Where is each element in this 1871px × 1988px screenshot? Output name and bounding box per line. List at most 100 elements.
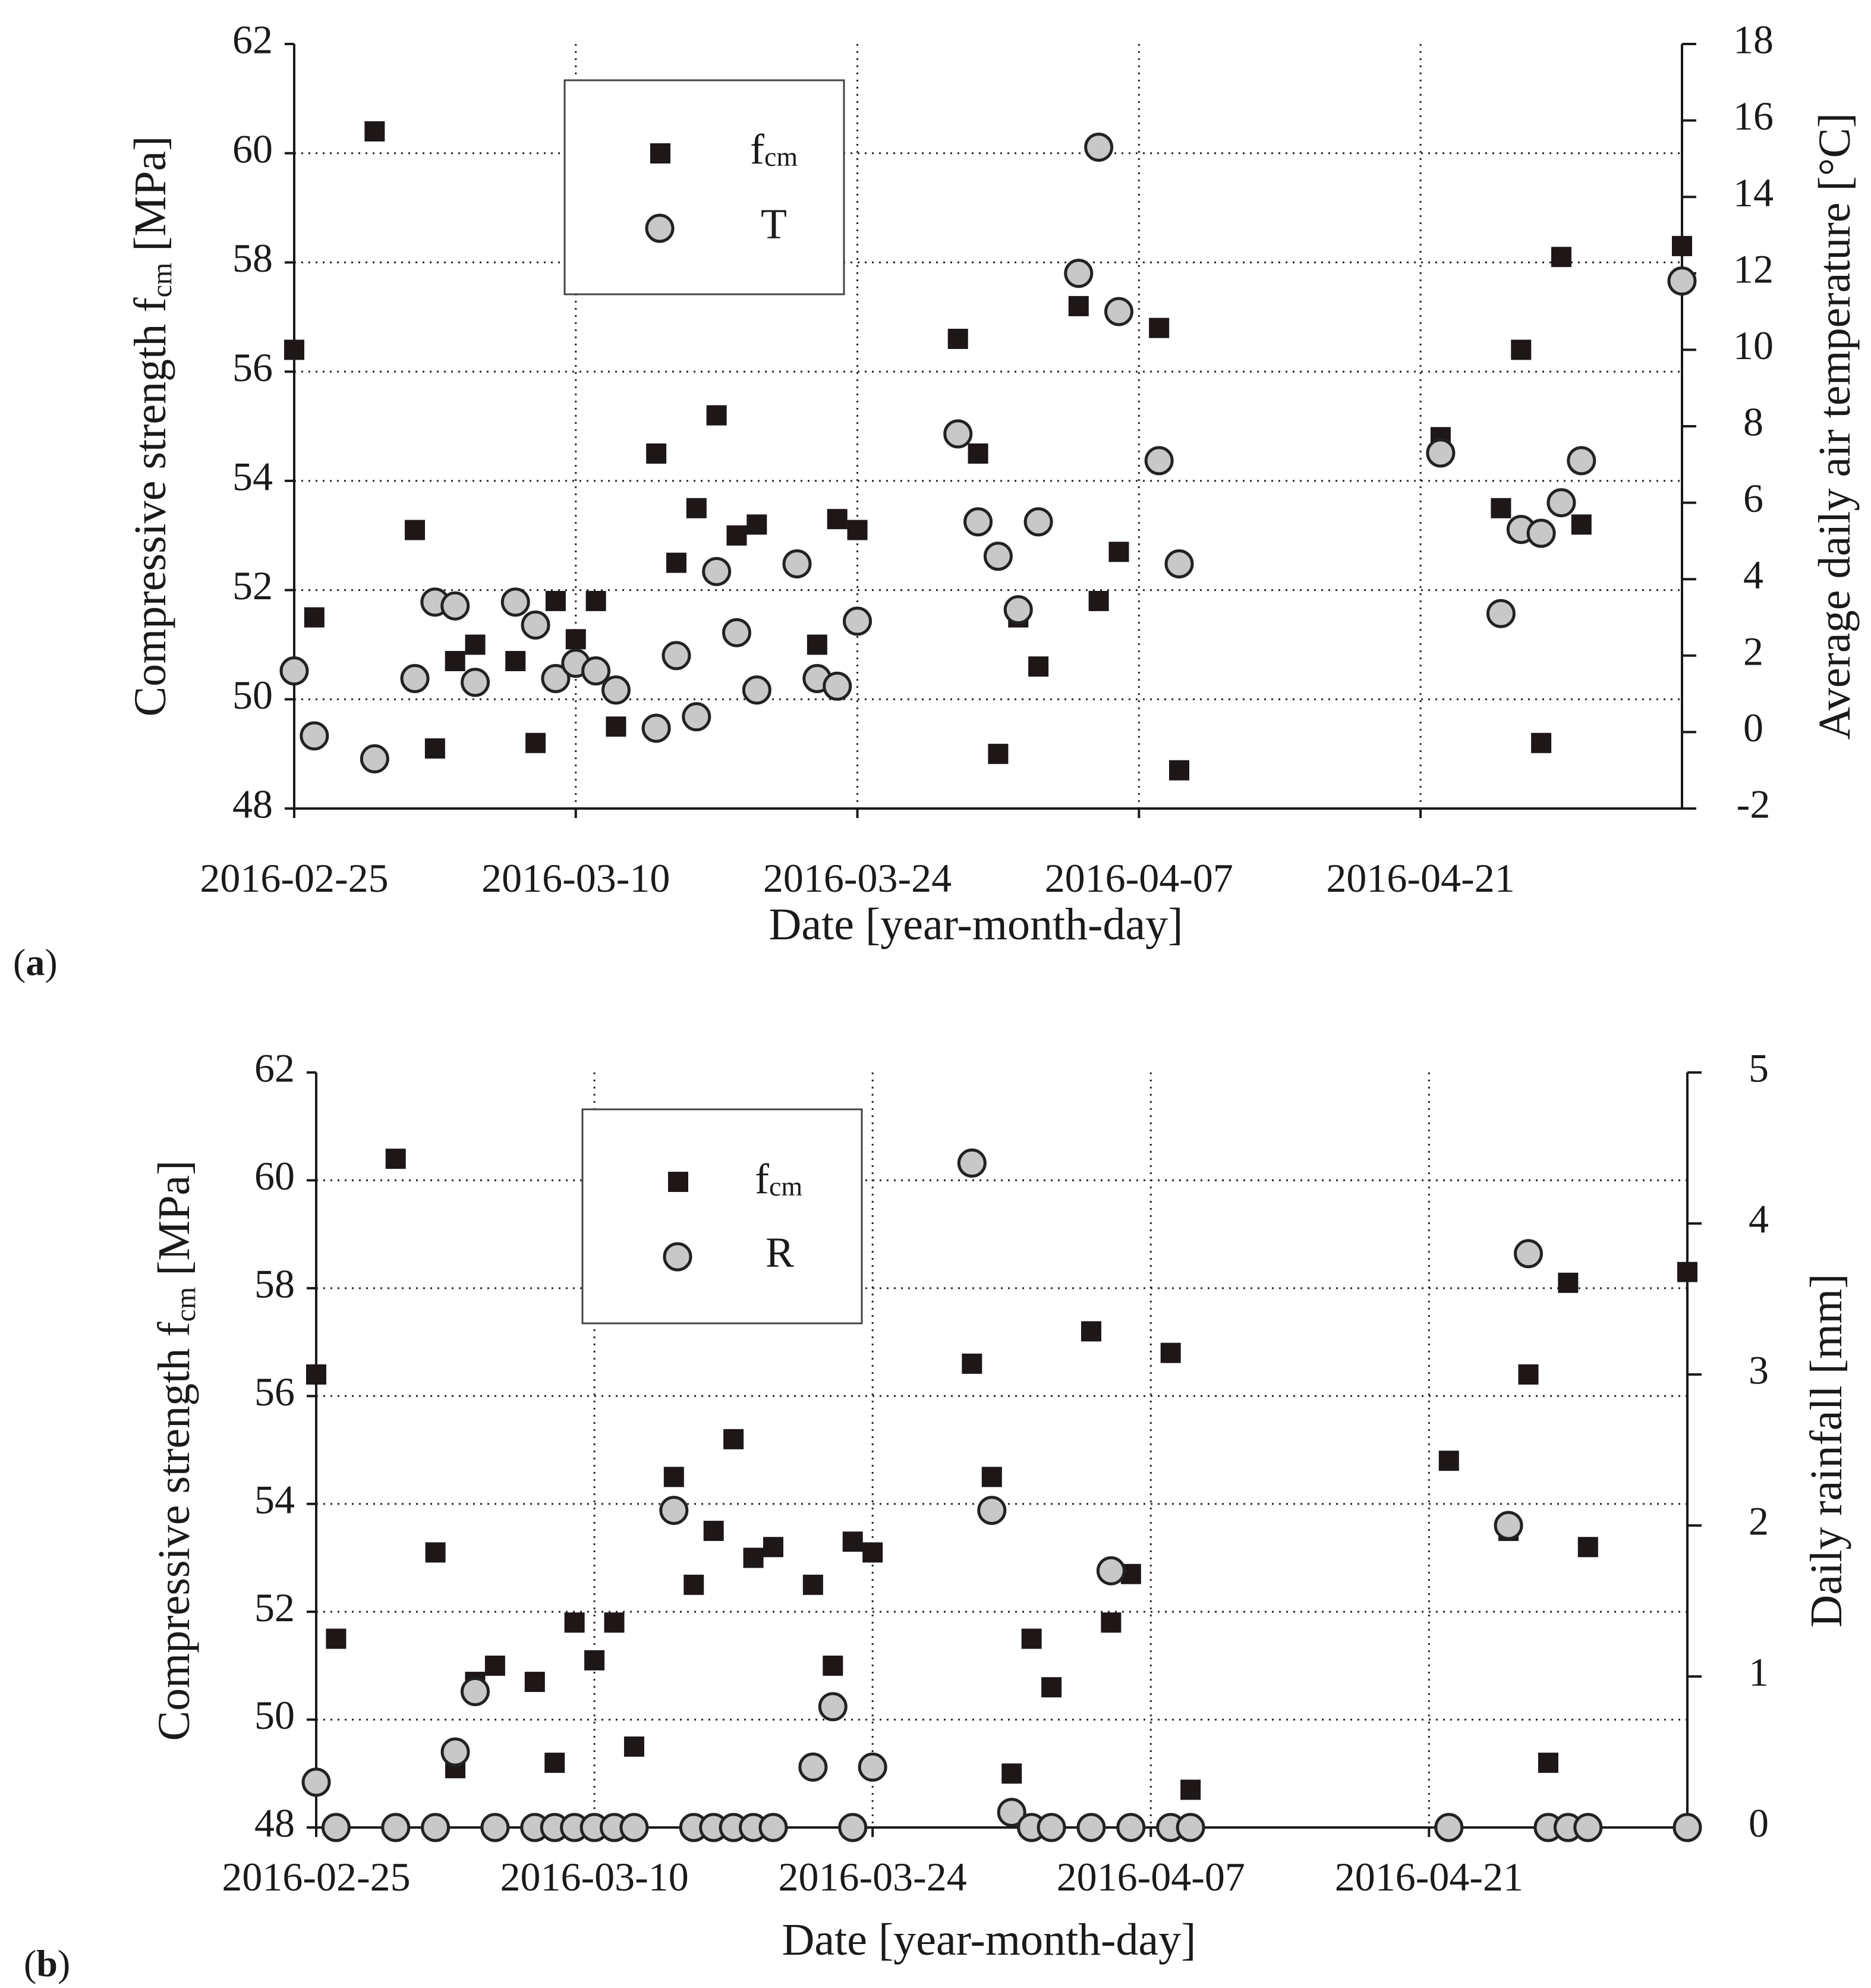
panel-b-fcm-point <box>703 1521 724 1542</box>
panel-b-fcm-point <box>1538 1753 1558 1773</box>
panel-a-fcm-point <box>565 629 586 650</box>
panel-b-x-tick-label: 2016-04-21 <box>1335 1854 1523 1899</box>
panel-b-r-point <box>997 1798 1026 1827</box>
panel-b-fcm-point <box>763 1537 783 1558</box>
panel-b-fcm-point <box>1101 1612 1122 1633</box>
panel-a-t-point <box>943 419 973 449</box>
panel-a-left-tick-label: 60 <box>232 126 273 171</box>
panel-a-fcm-point <box>445 650 465 671</box>
panel-b-fcm-point <box>1081 1321 1101 1342</box>
panel-a-legend-fcm-sub: cm <box>764 141 798 172</box>
panel-a-fcm-point <box>424 738 445 759</box>
panel-a-data-points <box>279 121 1697 781</box>
panel-a-t-point <box>440 591 470 621</box>
panel-a-t-point <box>1486 599 1516 628</box>
panel-b-fcm-point <box>981 1467 1002 1487</box>
panel-b-right-tick-label: 5 <box>1749 1046 1769 1091</box>
panel-a-fcm-point <box>666 552 686 573</box>
panel-b-r-point <box>1434 1813 1464 1842</box>
panel-a-fcm-point <box>686 498 707 518</box>
panel-a-x-tick-label: 2016-03-24 <box>763 855 952 901</box>
panel-a-t-point <box>601 675 631 705</box>
panel-b-r-point <box>480 1813 510 1842</box>
panel-a-t-point <box>1064 259 1094 288</box>
panel-b-right-tick-label: 1 <box>1749 1650 1769 1695</box>
panel-b-fcm-point <box>1001 1763 1022 1784</box>
panel-b-legend-r-marker <box>663 1242 692 1272</box>
panel-a-left-title-unit: [MPa] <box>125 136 175 263</box>
panel-b-fcm-point <box>842 1531 863 1552</box>
panel-b-left-tick-label: 58 <box>254 1261 295 1306</box>
panel-b-r-point <box>1573 1813 1603 1842</box>
panel-b-left-title-unit: [MPa] <box>149 1160 199 1287</box>
panel-a-right-tick-label: 4 <box>1743 552 1763 597</box>
panel-b-fcm-point <box>484 1655 505 1676</box>
panel-a-fcm-point <box>827 509 848 530</box>
panel-a-right-tick-label: -2 <box>1737 782 1771 827</box>
panel-a-t-point <box>1546 488 1576 518</box>
panel-b-r-point <box>1176 1813 1205 1842</box>
panel-a-t-point <box>983 542 1013 571</box>
panel-b-fcm-point <box>1577 1537 1598 1558</box>
panel-b-fcm-point <box>1677 1262 1697 1282</box>
panel-a-left-tick-label: 56 <box>232 345 273 390</box>
panel-a-t-point <box>400 663 430 693</box>
panel-b-x-tick-label: 2016-03-10 <box>500 1854 688 1899</box>
panel-b-left-title-main: Compressive strength f <box>149 1322 199 1741</box>
panel-b-fcm-point <box>823 1655 843 1676</box>
panel-a-fcm-point <box>1168 760 1189 781</box>
panel-a-right-tick-label: 2 <box>1743 628 1763 674</box>
panel-b-r-point <box>977 1496 1007 1525</box>
panel-b-fcm-point <box>723 1429 744 1449</box>
panel-a-right-tick-label: 12 <box>1733 246 1774 291</box>
panel-a-t-point <box>682 702 711 732</box>
panel-a-left-title-main: Compressive strength f <box>125 297 175 717</box>
panel-a-fcm-point <box>988 744 1009 765</box>
panel-b-fcm-point <box>743 1547 764 1568</box>
panel-a-fcm-point <box>1672 235 1692 256</box>
panel-b-legend-fcm-label: fcm <box>755 1155 802 1203</box>
panel-b-r-point <box>798 1752 828 1782</box>
panel-b-fcm-point <box>623 1736 644 1757</box>
panel-b-left-axis-title: Compressive strength fcm [MPa] <box>149 1160 201 1741</box>
panel-a-t-point <box>823 671 852 701</box>
panel-b-grid <box>316 1072 1687 1827</box>
panel-b-x-axis-title: Date [year-month-day] <box>782 1915 1196 1965</box>
panel-a-fcm-point <box>304 607 325 628</box>
panel-a-fcm-point <box>947 329 968 350</box>
panel-a-right-tick-label: 6 <box>1743 476 1763 521</box>
panel-a-left-axis-title: Compressive strength fcm [MPa] <box>125 136 178 717</box>
panel-a-right-tick-label: 18 <box>1733 17 1774 62</box>
panel-b-fcm-point <box>1558 1272 1579 1293</box>
panel-b-r-point <box>440 1737 470 1767</box>
panel-a-legend-box <box>563 79 845 295</box>
panel-b-rainfall-chart: 48 50 52 54 56 58 60 62 0 1 2 3 4 5 2016-02-25 2016-03-… <box>24 1046 1851 1984</box>
panel-b-r-point <box>321 1813 351 1842</box>
panel-b-left-tick-label: 52 <box>254 1585 295 1630</box>
panel-b-left-title-sub: cm <box>170 1287 201 1322</box>
panel-b-right-tick-label: 0 <box>1749 1801 1769 1846</box>
panel-b-fcm-point <box>802 1574 823 1595</box>
panel-b-fcm-point <box>385 1149 406 1169</box>
panel-b-r-point <box>1076 1813 1106 1842</box>
panel-b-left-tick-label: 56 <box>254 1369 295 1414</box>
panel-b-r-point <box>421 1813 451 1842</box>
panel-a-t-point <box>461 668 490 697</box>
panel-a-t-point <box>1003 595 1033 625</box>
panel-b-legend-fcm-main: f <box>755 1155 769 1203</box>
panel-a-right-tick-label: 14 <box>1733 170 1774 215</box>
panel-a-t-point <box>963 507 993 537</box>
panel-b-left-tick-label: 48 <box>254 1801 295 1846</box>
panel-b-legend-fcm-sub: cm <box>769 1171 802 1201</box>
panel-a-right-axis-title: Average daily air temperature [°C] <box>1810 113 1860 740</box>
panel-b-ticks: 48 50 52 54 56 58 60 62 0 1 2 3 4 5 2016-02-25 2016-03-… <box>222 1046 1769 1899</box>
panel-a-t-point <box>1426 438 1456 468</box>
panel-a-label: (a) <box>13 941 58 983</box>
panel-a-fcm-point <box>606 716 626 737</box>
panel-a-t-point <box>1567 446 1596 476</box>
panel-b-data-points <box>301 1148 1702 1842</box>
panel-a-legend-fcm-marker <box>650 143 670 163</box>
panel-a-t-point <box>843 606 872 636</box>
panel-a-left-tick-label: 50 <box>232 672 273 718</box>
panel-a-fcm-point <box>1108 542 1129 562</box>
